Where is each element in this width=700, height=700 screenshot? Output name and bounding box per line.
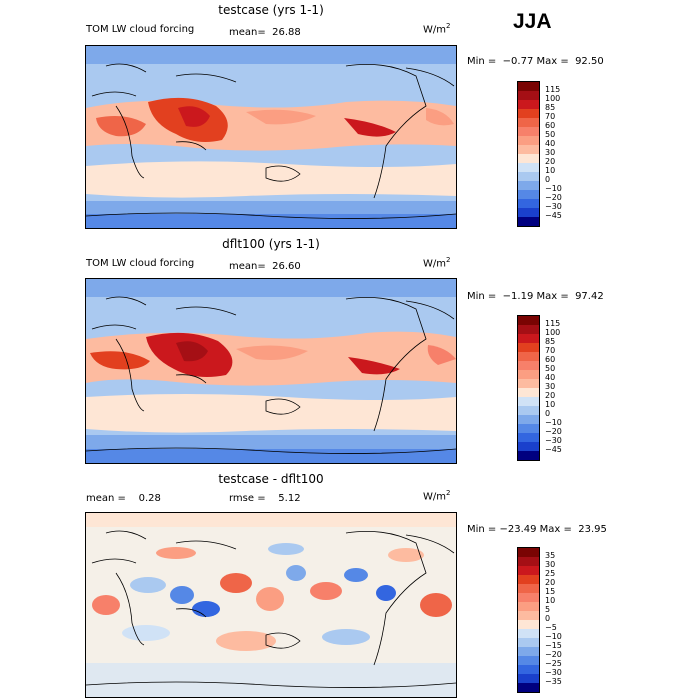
panel-1-map	[85, 45, 457, 229]
panel-3-colorbar-tick: 35	[545, 551, 556, 560]
panel-1-colorbar-tick: 40	[545, 139, 556, 148]
panel-1-colorbar-tick: 20	[545, 157, 556, 166]
panel-1-colorbar-tick: 115	[545, 85, 561, 94]
panel-2-colorbar-tick: 40	[545, 373, 556, 382]
panel-1-colorbar-tick: 100	[545, 94, 561, 103]
panel-3-colorbar-tick: −30	[545, 668, 562, 677]
panel-1-colorbar-tick: −20	[545, 193, 562, 202]
panel-2-colorbar-tick: 100	[545, 328, 561, 337]
panel-3-colorbar-tick: 0	[545, 614, 551, 623]
panel-2-title: dflt100 (yrs 1-1)	[222, 237, 320, 251]
panel-3-colorbar-tick: 10	[545, 596, 556, 605]
panel-2-colorbar-tick: 70	[545, 346, 556, 355]
panel-3-map	[85, 512, 457, 698]
panel-2-colorbar-tick: 85	[545, 337, 556, 346]
panel-2-colorbar-tick: 115	[545, 319, 561, 328]
panel-2-colorbar-tick: 60	[545, 355, 556, 364]
panel-3-colorbar-tick: 20	[545, 578, 556, 587]
panel-1-minmax: Min = −0.77 Max = 92.50	[467, 56, 604, 67]
panel-3-colorbar-tick: −20	[545, 650, 562, 659]
panel-1-colorbar-tick: 85	[545, 103, 556, 112]
panel-2-colorbar-tick: −45	[545, 445, 562, 454]
panel-3-units: W/m2	[423, 489, 451, 503]
panel-3-minmax: Min = −23.49 Max = 23.95	[467, 524, 607, 535]
panel-1-colorbar-tick: 0	[545, 175, 551, 184]
panel-2-colorbar-tick: 0	[545, 409, 551, 418]
panel-3-colorbar-tick: 5	[545, 605, 551, 614]
panel-3-colorbar-tick: −35	[545, 677, 562, 686]
panel-1-colorbar-tick: 30	[545, 148, 556, 157]
panel-2-colorbar-tick: −10	[545, 418, 562, 427]
panel-1-colorbar-tick: 10	[545, 166, 556, 175]
panel-1-colorbar-tick: −45	[545, 211, 562, 220]
panel-1-colorbar-tick: 50	[545, 130, 556, 139]
panel-1-colorbar	[517, 81, 540, 227]
panel-3-colorbar-tick: −25	[545, 659, 562, 668]
panel-3-colorbar-tick: −10	[545, 632, 562, 641]
panel-2-units: W/m2	[423, 256, 451, 270]
panel-1-mean-label: mean= 26.88	[229, 27, 301, 38]
panel-2-map	[85, 278, 457, 464]
panel-1-title: testcase (yrs 1-1)	[218, 3, 324, 17]
panel-3-colorbar-tick: 15	[545, 587, 556, 596]
panel-3-colorbar-tick: 30	[545, 560, 556, 569]
panel-2-mean-label: mean= 26.60	[229, 261, 301, 272]
panel-2-colorbar-tick: 20	[545, 391, 556, 400]
panel-1-colorbar-tick: −10	[545, 184, 562, 193]
panel-3-colorbar-tick: −15	[545, 641, 562, 650]
panel-2-colorbar-tick: 30	[545, 382, 556, 391]
panel-3-mean-label: mean = 0.28	[86, 493, 161, 504]
panel-3-colorbar-tick: 25	[545, 569, 556, 578]
panel-3-rmse-label: rmse = 5.12	[229, 493, 301, 504]
panel-2-colorbar	[517, 315, 540, 461]
panel-3-colorbar-tick: −5	[545, 623, 557, 632]
panel-2-colorbar-tick: −20	[545, 427, 562, 436]
panel-3-title: testcase - dflt100	[218, 472, 324, 486]
panel-2-field-label: TOM LW cloud forcing	[86, 258, 195, 269]
panel-1-colorbar-tick: 60	[545, 121, 556, 130]
panel-1-colorbar-tick: 70	[545, 112, 556, 121]
panel-1-colorbar-tick: −30	[545, 202, 562, 211]
panel-1-units: W/m2	[423, 22, 451, 36]
panel-2-colorbar-tick: −30	[545, 436, 562, 445]
panel-2-colorbar-tick: 10	[545, 400, 556, 409]
panel-1-field-label: TOM LW cloud forcing	[86, 24, 195, 35]
season-label: JJA	[513, 10, 552, 33]
panel-2-colorbar-tick: 50	[545, 364, 556, 373]
panel-3-colorbar	[517, 547, 540, 693]
panel-2-minmax: Min = −1.19 Max = 97.42	[467, 291, 604, 302]
